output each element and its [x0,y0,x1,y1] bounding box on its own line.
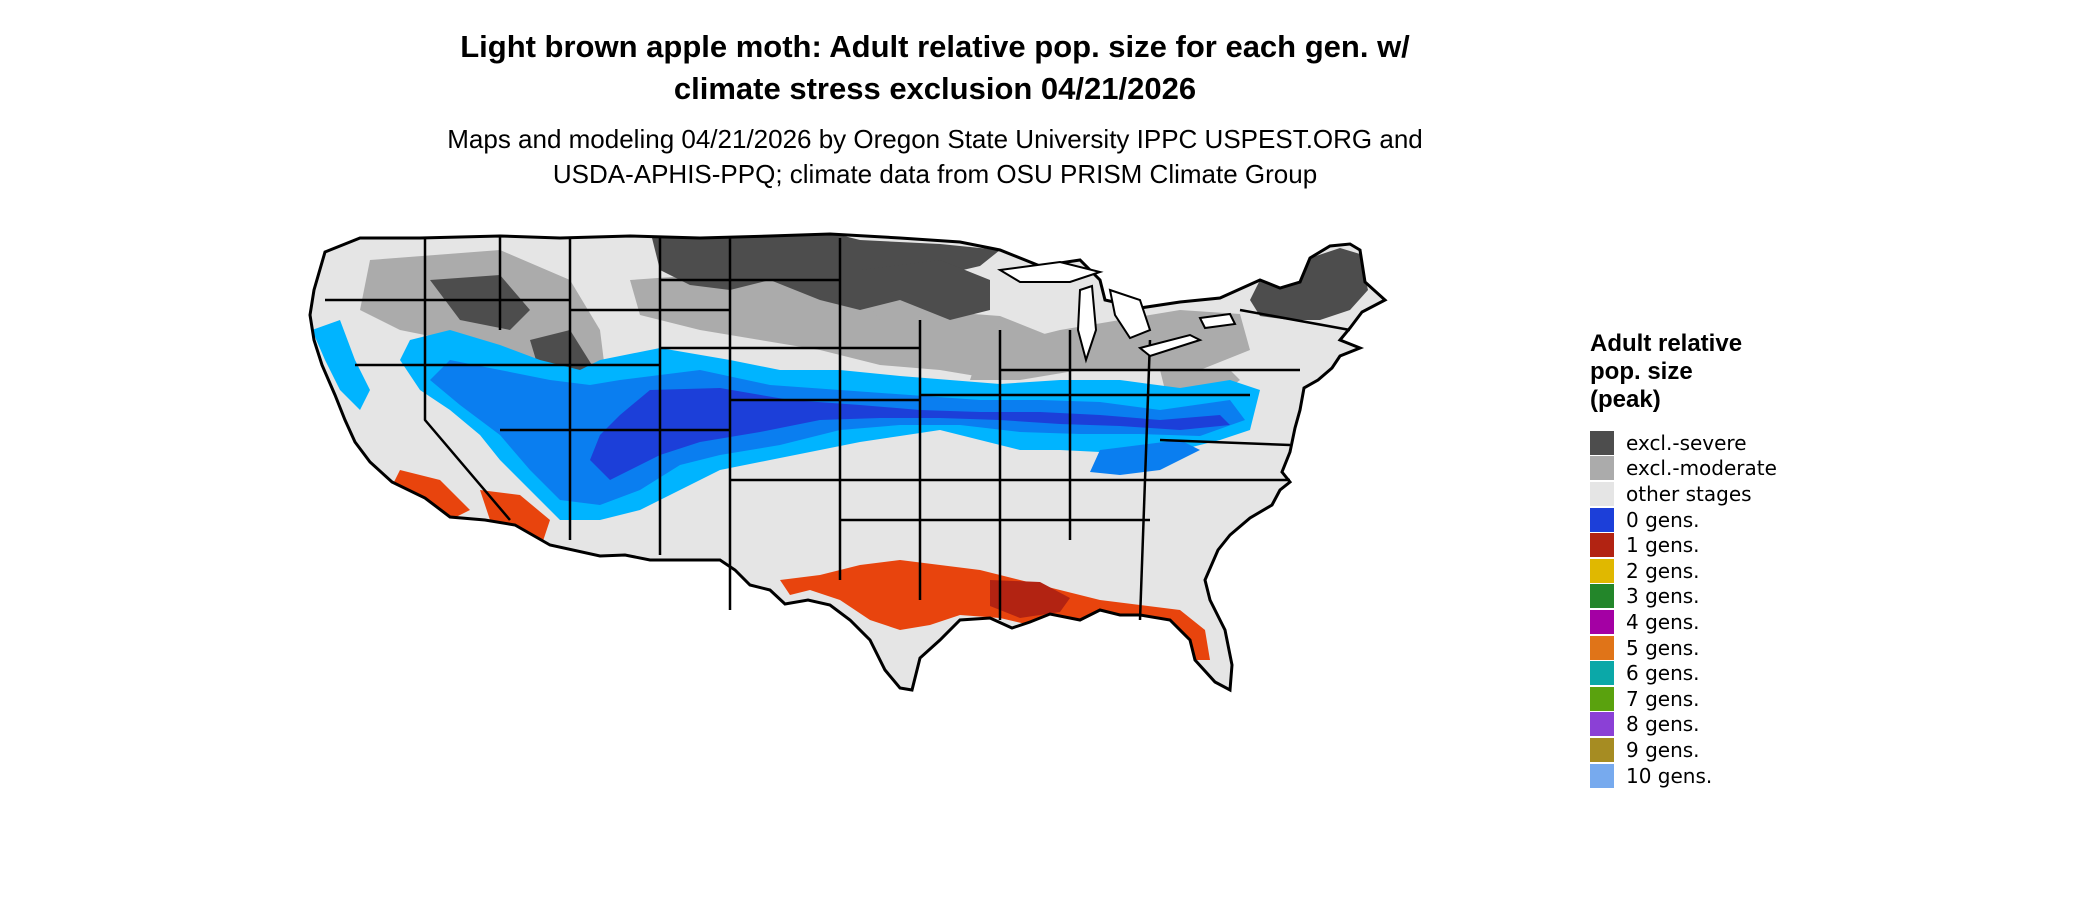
us-population-map [308,232,1387,692]
legend: Adult relative pop. size (peak) excl.-se… [1590,330,1777,788]
legend-title-line-3: (peak) [1590,386,1661,413]
legend-item-8-gens: 8 gens. [1590,712,1777,738]
legend-label: 10 gens. [1626,763,1713,788]
legend-swatch [1590,712,1614,737]
map-subtitle-line-1: Maps and modeling 04/21/2026 by Oregon S… [447,124,1423,154]
severe-zone-rockies-1 [430,275,530,330]
legend-swatch [1590,686,1614,711]
legend-label: excl.-severe [1626,430,1747,455]
legend-item-3-gens: 3 gens. [1590,584,1777,610]
lake-superior [997,260,1104,283]
great-lakes [997,260,1237,364]
legend-item-excl-moderate: excl.-moderate [1590,456,1777,482]
severe-zone-new-england [1250,248,1368,320]
legend-label: 6 gens. [1626,661,1700,686]
legend-label: 5 gens. [1626,635,1700,660]
legend-swatch [1590,456,1614,481]
severe-zone-upper-midwest [860,260,990,320]
legend-item-9-gens: 9 gens. [1590,737,1777,763]
map-title: Light brown apple moth: Adult relative p… [0,26,1870,110]
legend-label: 9 gens. [1626,737,1700,762]
legend-item-10-gens: 10 gens. [1590,763,1777,789]
legend-swatch [1590,430,1614,455]
legend-label: 2 gens. [1626,558,1700,583]
blue-band-mid [430,360,1245,505]
legend-label: other stages [1626,481,1752,506]
legend-items: excl.-severe excl.-moderate other stages… [1590,430,1777,788]
legend-label: 1 gens. [1626,533,1700,558]
map-subtitle-line-2: USDA-APHIS-PPQ; climate data from OSU PR… [552,159,1318,189]
moderate-zone-northeast [970,310,1250,380]
warm-zone-louisiana [990,580,1070,618]
zero-gens-zones [312,320,1260,520]
legend-item-6-gens: 6 gens. [1590,660,1777,686]
legend-item-other-stages: other stages [1590,481,1777,507]
border-n-s-1 [423,238,511,521]
legend-title-line-1: Adult relative [1590,330,1743,357]
border-e-w-12 [1239,308,1351,332]
lake-michigan [1076,284,1098,364]
legend-swatch [1590,635,1614,660]
map-title-line-1: Light brown apple moth: Adult relative p… [460,29,1410,64]
border-e-w-13 [1159,438,1291,447]
blue-coastal-west [312,320,370,410]
legend-label: 8 gens. [1626,712,1700,737]
legend-swatch [1590,609,1614,634]
legend-label: 7 gens. [1626,686,1700,711]
map-subtitle: Maps and modeling 04/21/2026 by Oregon S… [0,122,1870,192]
legend-item-excl-severe: excl.-severe [1590,430,1777,456]
legend-item-5-gens: 5 gens. [1590,635,1777,661]
warm-zone-gulf-coast [780,560,1210,660]
lake-ontario [1198,312,1237,330]
legend-item-0-gens: 0 gens. [1590,507,1777,533]
lake-erie [1137,333,1203,358]
legend-item-1-gens: 1 gens. [1590,532,1777,558]
severe-zone-northern-plains [650,234,1000,310]
legend-swatch [1590,763,1614,788]
model-layers [312,234,1368,660]
legend-swatch [1590,661,1614,686]
legend-swatch [1590,533,1614,558]
legend-swatch [1590,507,1614,532]
legend-label: excl.-moderate [1626,456,1777,481]
legend-title: Adult relative pop. size (peak) [1590,330,1777,414]
moderate-zone-north-central [630,270,1060,380]
legend-label: 0 gens. [1626,507,1700,532]
blue-band-dark [590,388,1230,480]
legend-item-2-gens: 2 gens. [1590,558,1777,584]
map-title-line-2: climate stress exclusion 04/21/2026 [673,71,1197,106]
legend-item-4-gens: 4 gens. [1590,609,1777,635]
lake-huron [1108,288,1152,340]
legend-label: 4 gens. [1626,609,1700,634]
state-borders [325,236,1351,621]
legend-swatch [1590,737,1614,762]
legend-swatch [1590,584,1614,609]
legend-swatch [1590,481,1614,506]
warm-zone-southern-california [390,470,470,520]
legend-label: 3 gens. [1626,584,1700,609]
legend-swatch [1590,558,1614,583]
legend-title-line-2: pop. size [1590,358,1693,385]
legend-item-7-gens: 7 gens. [1590,686,1777,712]
